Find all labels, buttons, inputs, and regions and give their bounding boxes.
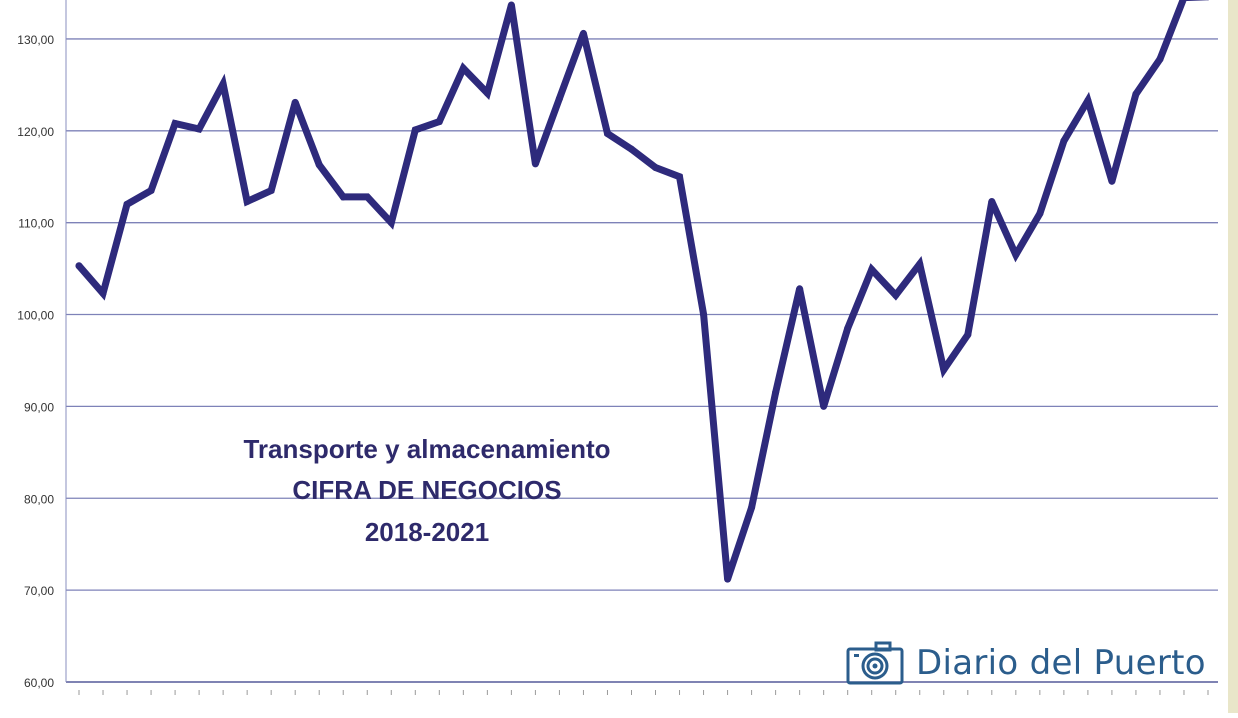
y-tick-label: 60,00 xyxy=(24,676,54,690)
data-point xyxy=(172,120,179,127)
y-tick-label: 100,00 xyxy=(17,309,54,323)
data-point xyxy=(844,325,851,332)
data-point xyxy=(100,290,107,297)
camera-icon xyxy=(846,641,904,685)
data-point xyxy=(508,1,515,8)
data-point xyxy=(796,285,803,292)
data-point xyxy=(556,95,563,102)
data-point xyxy=(868,266,875,273)
data-point xyxy=(1012,251,1019,258)
data-point xyxy=(580,30,587,37)
data-point xyxy=(364,193,371,200)
data-point xyxy=(220,80,227,87)
data-point xyxy=(1108,178,1115,185)
y-tick-label: 70,00 xyxy=(24,584,54,598)
data-point xyxy=(460,65,467,72)
data-point xyxy=(340,193,347,200)
y-tick-label: 120,00 xyxy=(17,125,54,139)
data-point xyxy=(292,99,299,106)
data-point xyxy=(892,292,899,299)
data-point xyxy=(988,198,995,205)
y-tick-label: 110,00 xyxy=(18,217,54,231)
data-point xyxy=(700,311,707,318)
data-point xyxy=(436,118,443,125)
data-point xyxy=(484,90,491,97)
data-point xyxy=(412,126,419,133)
y-tick-label: 80,00 xyxy=(24,492,54,506)
data-point xyxy=(1156,56,1163,63)
watermark: Diario del Puerto xyxy=(846,636,1206,690)
data-point xyxy=(1084,97,1091,104)
data-point xyxy=(244,198,251,205)
data-point xyxy=(628,146,635,153)
gridlines xyxy=(66,0,1218,682)
data-point xyxy=(916,261,923,268)
x-axis-ticks xyxy=(79,690,1208,695)
data-point xyxy=(964,331,971,338)
data-point xyxy=(1060,137,1067,144)
title-line-3: 2018-2021 xyxy=(365,517,489,547)
data-point xyxy=(388,219,395,226)
data-point xyxy=(76,262,83,269)
y-axis-ticks: 60,00 70,00 80,00 90,00 100,00 110,00 120,00 13… xyxy=(17,33,54,690)
data-point xyxy=(676,173,683,180)
data-point xyxy=(940,366,947,373)
data-point xyxy=(532,160,539,167)
data-point xyxy=(652,164,659,171)
data-point xyxy=(820,403,827,410)
data-point xyxy=(124,201,131,208)
data-point xyxy=(316,161,323,168)
data-point xyxy=(196,125,203,132)
data-point xyxy=(748,504,755,511)
title-line-1: Transporte y almacenamiento xyxy=(243,434,610,464)
data-point xyxy=(724,576,731,583)
data-point xyxy=(148,187,155,194)
title-line-2: CIFRA DE NEGOCIOS xyxy=(292,475,561,505)
series-line xyxy=(79,0,1208,579)
series-layer xyxy=(76,0,1212,583)
data-point xyxy=(604,130,611,137)
y-tick-label: 130,00 xyxy=(17,33,54,47)
data-point xyxy=(772,389,779,396)
chart-title: Transporte y almacenamiento CIFRA DE NEG… xyxy=(243,434,610,547)
page-edge xyxy=(1228,0,1238,713)
data-point xyxy=(1036,210,1043,217)
data-point xyxy=(268,187,275,194)
data-point xyxy=(1132,91,1139,98)
y-tick-label: 90,00 xyxy=(24,400,54,414)
watermark-text: Diario del Puerto xyxy=(916,643,1206,683)
